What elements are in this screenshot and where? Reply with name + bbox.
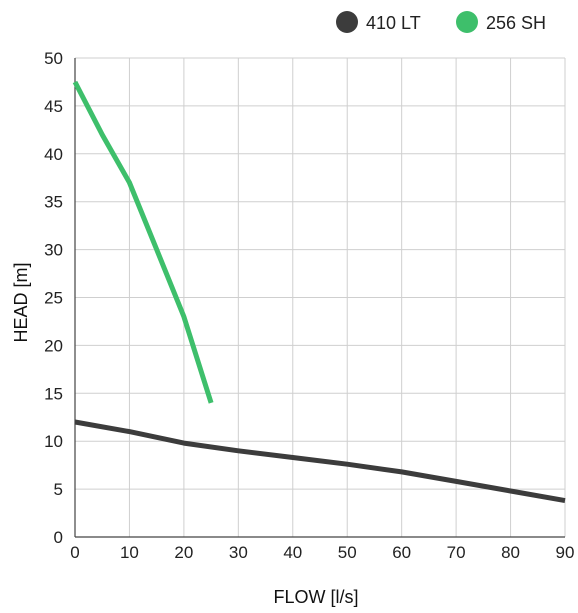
y-tick-label: 15 [44, 384, 63, 403]
y-tick-label: 40 [44, 145, 63, 164]
y-axis-title: HEAD [m] [11, 262, 31, 342]
y-tick-label: 45 [44, 97, 63, 116]
x-tick-labels: 0 10 20 30 40 50 60 70 80 90 [70, 543, 574, 562]
y-tick-label: 20 [44, 336, 63, 355]
y-tick-label: 10 [44, 432, 63, 451]
x-tick-label: 90 [556, 543, 575, 562]
series-line [72, 80, 214, 404]
grid [74, 57, 566, 538]
x-tick-label: 20 [174, 543, 193, 562]
y-tick-label: 0 [54, 528, 63, 547]
legend-label: 256 SH [486, 13, 546, 33]
axes [74, 58, 565, 538]
series-line [74, 419, 566, 504]
x-tick-label: 80 [501, 543, 520, 562]
y-tick-label: 5 [54, 480, 63, 499]
x-tick-label: 30 [229, 543, 248, 562]
y-tick-label: 35 [44, 193, 63, 212]
legend-marker [456, 11, 478, 33]
x-axis-title: FLOW [l/s] [274, 587, 359, 607]
x-tick-label: 40 [283, 543, 302, 562]
y-tick-label: 25 [44, 289, 63, 308]
series-lines [72, 80, 566, 504]
y-tick-label: 30 [44, 241, 63, 260]
legend-label: 410 LT [366, 13, 421, 33]
legend: 410 LT 256 SH [336, 11, 546, 33]
y-tick-labels: 0 5 10 15 20 25 30 35 40 45 50 [44, 49, 63, 547]
legend-marker [336, 11, 358, 33]
y-tick-label: 50 [44, 49, 63, 68]
x-tick-label: 50 [338, 543, 357, 562]
x-tick-label: 0 [70, 543, 79, 562]
x-tick-label: 10 [120, 543, 139, 562]
x-tick-label: 70 [447, 543, 466, 562]
x-tick-label: 60 [392, 543, 411, 562]
